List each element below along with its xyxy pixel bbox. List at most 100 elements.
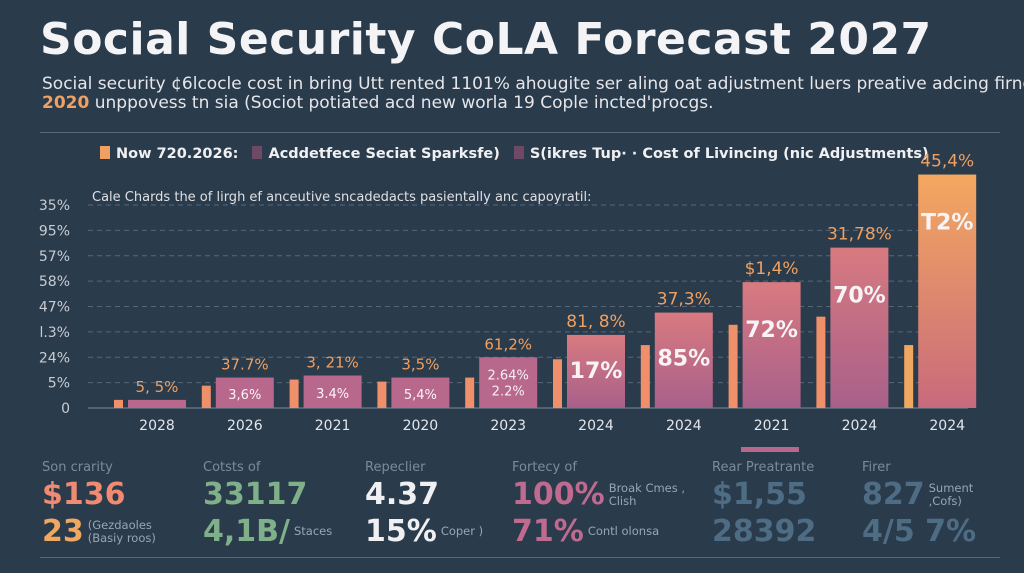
x-tick-label: 2024 — [578, 418, 614, 434]
y-tick-label: 5% — [48, 376, 70, 392]
stat-note: Coper ) — [440, 524, 484, 538]
x-tick-label: 2021 — [754, 418, 790, 434]
bar-series-1 — [289, 379, 299, 408]
bar-top-label: 81, 8% — [566, 312, 625, 332]
x-tick-label: 2028 — [139, 418, 175, 434]
legend-item: S(ikres Tup· · Cost of Livincing (nic Ad… — [513, 146, 929, 162]
bar-series-1 — [114, 399, 123, 408]
stat-row: 23 (Gezdaoles (Basiy roos) — [42, 514, 178, 549]
x-tick-label: 2023 — [490, 418, 526, 434]
y-tick-label: 35% — [39, 198, 70, 214]
bar-series-2 — [918, 174, 977, 408]
bar-series-2 — [303, 375, 362, 408]
stat-row: 28392 — [712, 514, 816, 549]
stat-value: $136 — [42, 477, 126, 512]
y-tick-label: 24% — [39, 350, 70, 366]
stat-note: Contl olonsa — [587, 524, 660, 538]
y-tick-label: l.3% — [39, 325, 70, 341]
stat-row: 4,1B/Staces — [203, 514, 332, 549]
legend-swatch — [100, 146, 110, 159]
subtitle-year: 2020 — [42, 93, 90, 113]
stat-value: 4.37 — [365, 477, 440, 512]
divider-bottom — [40, 557, 1000, 558]
stat-value-secondary: 4/5 7% — [862, 514, 977, 549]
subtitle-line-2: unppovess tn sia (Sociot potiated acd ne… — [94, 93, 714, 113]
bar-series-1 — [816, 316, 826, 408]
stat-card: Firer 827 Sument ,Cofs) 4/5 7% — [862, 460, 1009, 549]
chart-note: Cale Chards the of lirgh ef anceutive sn… — [92, 190, 592, 205]
bar-inner-label: 5,4% — [404, 388, 437, 403]
legend-swatch — [252, 146, 263, 159]
stat-label: Rear Preatrante — [712, 460, 815, 475]
legend: Now 720.2026: Acddetfece Seciat Sparksfe… — [100, 146, 929, 162]
stat-card: Repeclier 4.37 15% Coper ) — [365, 460, 483, 549]
legend-item: Acddetfece Seciat Sparksfe) — [252, 146, 500, 162]
stat-label: Fortecy of — [512, 460, 577, 475]
stat-note: Sument ,Cofs) — [928, 480, 974, 508]
y-tick-label: 47% — [39, 300, 70, 316]
legend-label: S(ikres Tup· · Cost of Livincing (nic Ad… — [529, 146, 929, 162]
stat-card: Cotsts of 33117 4,1B/Staces — [203, 460, 332, 549]
legend-label: Now 720.2026: — [116, 146, 239, 162]
stat-value: 100% — [512, 477, 605, 512]
stat-value-secondary: 4,1B/ — [203, 514, 290, 549]
stat-note: (Gezdaoles (Basiy roos) — [87, 517, 156, 545]
bar-top-label: 37,3% — [657, 290, 711, 310]
bar-inner-label: 2.2% — [492, 384, 525, 399]
bar-inner-label: 85% — [657, 347, 710, 372]
bar-top-label: 5, 5% — [136, 378, 179, 396]
stat-row: 71% Contl olonsa — [512, 514, 689, 549]
y-tick-label: 57% — [39, 249, 70, 265]
stat-label: Son crarity — [42, 460, 113, 475]
selected-category-marker — [741, 447, 799, 452]
stat-card: Son crarity $136 23 (Gezdaoles (Basiy roo… — [42, 460, 178, 549]
bar-series-1 — [465, 377, 475, 408]
bar-inner-label: 3.4% — [316, 387, 349, 402]
stat-value: $1,55 — [712, 477, 807, 512]
legend-label: Acddetfece Seciat Sparksfe) — [268, 146, 500, 162]
bar-top-label: 3, 21% — [306, 354, 358, 372]
bar-series-2 — [479, 357, 538, 408]
stat-card: Fortecy of 100% Broak Cmes , Clish 71% Con… — [512, 460, 689, 549]
stat-label: Firer — [862, 460, 891, 475]
bar-series-2 — [391, 377, 450, 408]
stat-row: $136 — [42, 477, 178, 512]
bar-inner-label: 70% — [833, 284, 886, 309]
stat-value-secondary: 28392 — [712, 514, 817, 549]
bar-top-label: 45,4% — [920, 152, 974, 172]
x-tick-label: 2021 — [315, 418, 351, 434]
bar-series-1 — [640, 345, 650, 408]
stat-row: 4/5 7% — [862, 514, 1009, 549]
bar-series-2 — [654, 312, 713, 408]
bar-series-2 — [567, 334, 625, 408]
bar-series-1 — [728, 324, 738, 408]
bar-series-1 — [904, 345, 914, 408]
legend-item: Now 720.2026: — [100, 146, 238, 162]
stat-value-secondary: 71% — [512, 514, 584, 549]
x-tick-label: 2024 — [929, 418, 965, 434]
bar-top-label: 3,5% — [401, 356, 439, 374]
bar-series-2 — [215, 377, 274, 408]
x-tick-label: 2020 — [403, 418, 439, 434]
y-tick-label: 0 — [61, 401, 70, 417]
stat-value-secondary: 15% — [365, 514, 437, 549]
stat-row: 827 Sument ,Cofs) — [862, 477, 1009, 512]
bar-inner-label: 3,6% — [228, 388, 261, 403]
stat-card: Rear Preatrante $1,55 28392 — [712, 460, 816, 549]
y-tick-label: 58% — [39, 274, 70, 290]
bar-top-label: 61,2% — [484, 335, 532, 353]
bar-inner-label: 2.64% — [488, 368, 529, 383]
stat-value: 33117 — [203, 477, 308, 512]
stat-row: 33117 — [203, 477, 332, 512]
bar-series-1 — [377, 381, 387, 408]
bar-chart: 0 5% 24% l.3% 47% 58% 57% 95% 35% 5, 5% 2028 37.7% 3… — [39, 152, 977, 452]
stat-note: Broak Cmes , Clish — [608, 480, 686, 508]
bar-top-label: $1,4% — [745, 259, 799, 279]
bar-series-1 — [201, 385, 211, 408]
stat-row: 15% Coper ) — [365, 514, 483, 549]
stat-row: $1,55 — [712, 477, 816, 512]
bar-series-1 — [553, 359, 562, 408]
x-tick-label: 2024 — [842, 418, 878, 434]
x-tick-label: 2026 — [227, 418, 263, 434]
stat-value: 827 — [862, 477, 925, 512]
